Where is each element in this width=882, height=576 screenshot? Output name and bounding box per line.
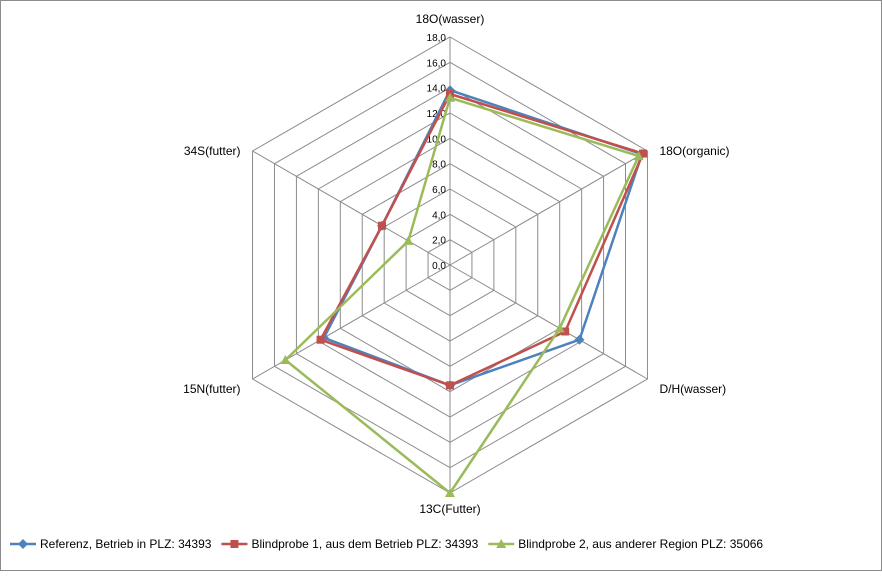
legend-swatch-marker [230,540,239,548]
axis-spoke [449,150,648,266]
legend-item: Blindprobe 2, aus anderer Region PLZ: 35… [488,537,763,551]
axis-label: 15N(futter) [183,382,240,396]
legend-swatch-marker [496,539,507,548]
tick-label: 4,0 [432,210,446,221]
tick-label: 2,0 [432,236,446,247]
data-point [445,92,455,102]
series-group [280,92,644,497]
axis-labels: 18O(wasser) 18O(organic) D/H(wasser) 13C(Fu… [183,12,729,516]
data-point [446,381,454,390]
legend: Referenz, Betrieb in PLZ: 34393 Blindprob… [10,537,763,551]
legend-swatch-marker [18,539,28,549]
tick-label: 0,0 [432,261,446,272]
axis-spoke [252,150,451,266]
tick-label: 18,0 [427,33,447,44]
axis-label: 18O(wasser) [416,12,485,26]
data-point [377,221,386,230]
tick-label: 16,0 [427,58,447,69]
tick-label: 8,0 [432,160,446,171]
axis-label: 34S(futter) [184,144,241,158]
legend-label: Blindprobe 2, aus anderer Region PLZ: 35… [518,537,763,551]
series-layer [280,85,648,497]
data-point [633,151,644,161]
legend-item: Referenz, Betrieb in PLZ: 34393 [10,537,212,551]
data-point [316,335,325,344]
data-point [445,488,455,497]
data-point [280,355,291,364]
axis-label: 13C(Futter) [419,502,480,516]
legend-label: Referenz, Betrieb in PLZ: 34393 [40,537,212,551]
data-point [561,327,570,336]
tick-label: 6,0 [432,185,446,196]
legend-item: Blindprobe 1, aus dem Betrieb PLZ: 34393 [221,537,479,551]
data-point [554,323,565,333]
data-point [639,149,648,158]
data-point [403,235,414,245]
data-point [574,334,585,345]
axis-label: D/H(wasser) [659,382,726,396]
axis-spoke [449,264,648,380]
tick-label: 14,0 [427,84,447,95]
axis-label: 18O(organic) [659,144,729,158]
legend-label: Blindprobe 1, aus dem Betrieb PLZ: 34393 [251,537,478,551]
